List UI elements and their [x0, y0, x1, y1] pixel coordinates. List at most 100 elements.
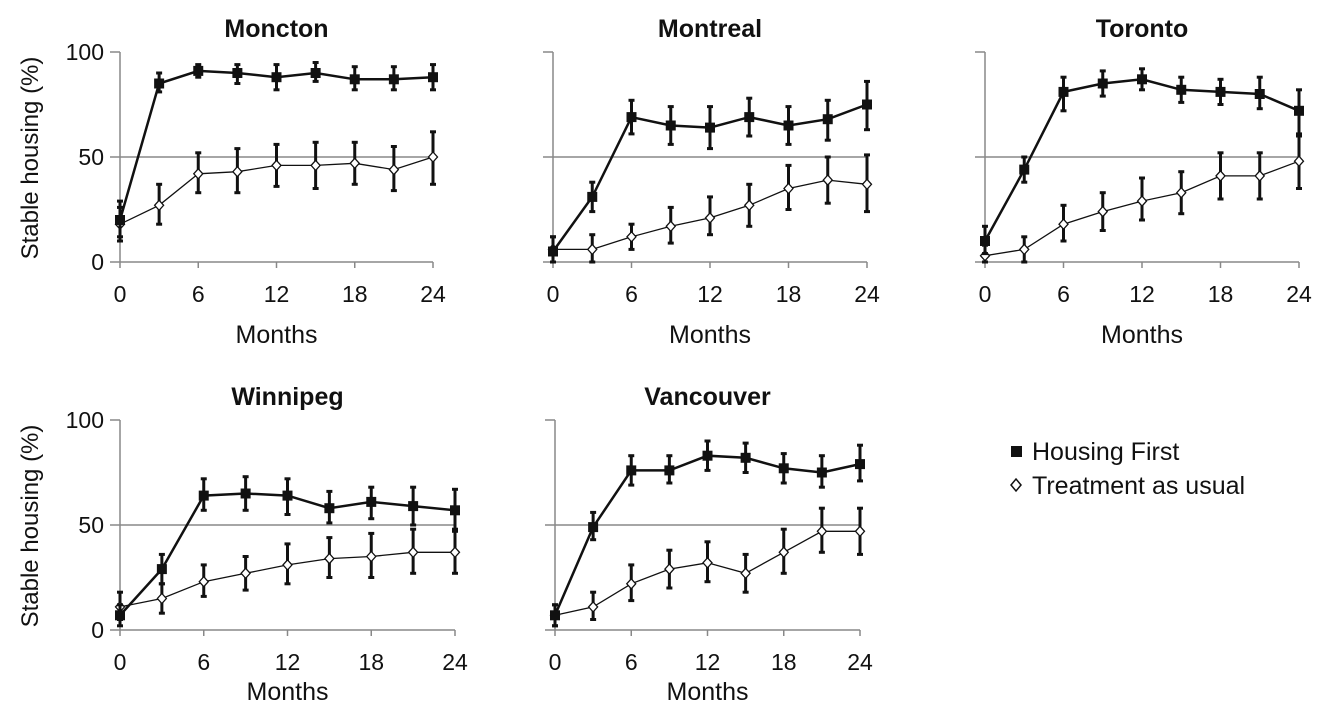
point-treatment-as-usual [1254, 169, 1266, 182]
point-treatment-as-usual [271, 159, 282, 172]
y-axis-label-bottom: Stable housing (%) [17, 425, 44, 628]
point-housing-first [154, 78, 165, 89]
x-tick-label: 6 [625, 281, 638, 307]
x-tick-label: 18 [771, 649, 797, 675]
point-treatment-as-usual [586, 243, 598, 256]
x-tick-label: 12 [264, 281, 290, 307]
panel-winnipeg: Winnipeg 0 50 100 0 6 12 18 24 Months [66, 383, 468, 706]
point-treatment-as-usual [625, 577, 637, 590]
point-housing-first [1294, 105, 1304, 116]
point-treatment-as-usual [740, 567, 751, 580]
panel-title-moncton: Moncton [224, 15, 328, 43]
point-housing-first [705, 122, 715, 133]
x-axis-label: Months [669, 321, 751, 349]
point-housing-first [198, 490, 209, 501]
x-tick-label: 24 [442, 649, 468, 675]
point-treatment-as-usual [192, 167, 204, 180]
point-treatment-as-usual [664, 563, 675, 576]
point-treatment-as-usual [702, 556, 713, 569]
x-tick-label: 6 [192, 281, 205, 307]
x-tick-label: 6 [625, 649, 638, 675]
panel-toronto: Toronto 0 6 12 18 24 Months [975, 15, 1312, 349]
point-housing-first [740, 452, 751, 463]
point-housing-first [1137, 74, 1147, 85]
point-treatment-as-usual [665, 220, 677, 233]
point-treatment-as-usual [816, 525, 828, 538]
point-treatment-as-usual [388, 163, 400, 176]
point-housing-first [822, 114, 833, 125]
y-tick-label: 0 [91, 249, 104, 275]
point-housing-first [115, 610, 125, 621]
x-axis-label: Months [236, 321, 318, 349]
point-treatment-as-usual [1136, 195, 1148, 208]
point-housing-first [282, 490, 293, 501]
x-tick-label: 0 [114, 281, 127, 307]
point-treatment-as-usual [156, 592, 168, 605]
point-housing-first [626, 465, 637, 476]
panel-title-montreal: Montreal [658, 15, 762, 43]
x-tick-label: 6 [1057, 281, 1070, 307]
point-treatment-as-usual [427, 151, 439, 163]
point-housing-first [1097, 78, 1108, 89]
point-housing-first [450, 505, 460, 516]
point-housing-first [550, 610, 560, 621]
panel-vancouver: Vancouver 0 6 12 18 24 Months [545, 383, 873, 706]
point-treatment-as-usual [324, 552, 335, 565]
x-tick-label: 12 [1129, 281, 1155, 307]
x-tick-label: 12 [275, 649, 301, 675]
point-housing-first [1176, 84, 1187, 95]
point-treatment-as-usual [1018, 243, 1030, 256]
x-tick-label: 24 [1286, 281, 1312, 307]
point-housing-first [1019, 164, 1030, 175]
point-housing-first [587, 191, 598, 202]
x-tick-label: 6 [197, 649, 210, 675]
point-treatment-as-usual [449, 546, 461, 559]
point-treatment-as-usual [407, 546, 419, 559]
x-tick-label: 18 [776, 281, 802, 307]
panel-moncton: Moncton 0 50 100 0 6 12 18 24 Months [66, 15, 446, 349]
point-treatment-as-usual [310, 159, 321, 172]
point-housing-first [1058, 86, 1069, 97]
x-axis-label: Months [247, 678, 329, 706]
point-housing-first [1215, 86, 1226, 97]
y-tick-label: 100 [66, 407, 104, 433]
x-tick-label: 18 [1208, 281, 1234, 307]
y-tick-label: 50 [78, 512, 104, 538]
point-treatment-as-usual [198, 575, 210, 588]
x-tick-label: 24 [420, 281, 446, 307]
x-axis-label: Months [1101, 321, 1183, 349]
point-housing-first [349, 74, 360, 85]
x-tick-label: 18 [342, 281, 368, 307]
legend-label-housing-first: Housing First [1032, 438, 1179, 466]
point-housing-first [548, 246, 558, 257]
y-tick-label: 50 [78, 144, 104, 170]
x-tick-label: 12 [695, 649, 721, 675]
point-treatment-as-usual [704, 211, 716, 224]
point-housing-first [428, 72, 438, 83]
legend-marker-housing-first [1011, 446, 1022, 457]
x-tick-label: 0 [979, 281, 992, 307]
panel-montreal: Montreal 0 6 12 18 24 Months [543, 15, 880, 349]
x-tick-label: 0 [549, 649, 562, 675]
point-treatment-as-usual [743, 199, 755, 212]
point-treatment-as-usual [153, 199, 165, 212]
point-treatment-as-usual [282, 558, 293, 571]
point-treatment-as-usual [587, 600, 599, 613]
point-treatment-as-usual [783, 182, 794, 195]
y-tick-label: 100 [66, 39, 104, 65]
legend: Housing First Treatment as usual [1010, 438, 1245, 500]
panel-title-vancouver: Vancouver [644, 383, 771, 411]
point-housing-first [271, 72, 282, 83]
point-treatment-as-usual [854, 525, 866, 538]
point-housing-first [232, 68, 243, 78]
point-housing-first [783, 120, 794, 131]
point-housing-first [664, 465, 675, 476]
point-housing-first [240, 488, 251, 499]
legend-marker-treatment-as-usual [1010, 477, 1022, 493]
point-treatment-as-usual [349, 157, 361, 170]
point-housing-first [408, 501, 419, 512]
point-treatment-as-usual [1175, 186, 1187, 199]
x-tick-label: 24 [854, 281, 880, 307]
x-tick-label: 18 [358, 649, 384, 675]
